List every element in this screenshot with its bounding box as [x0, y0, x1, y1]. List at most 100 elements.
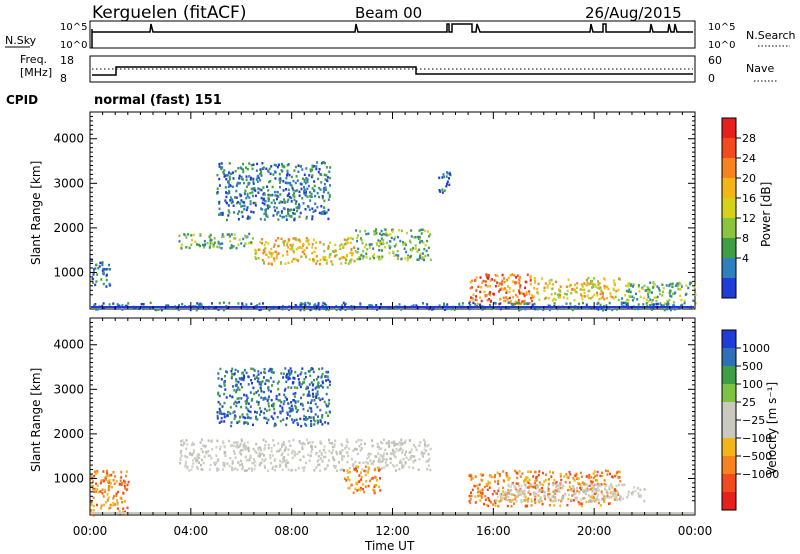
data-cell [323, 258, 326, 262]
data-cell [498, 290, 500, 293]
data-cell [366, 248, 369, 251]
data-cell [323, 173, 326, 177]
data-cell [263, 218, 266, 221]
data-cell [304, 194, 307, 197]
data-cell [218, 177, 221, 181]
data-cell [484, 498, 487, 501]
data-cell [315, 307, 317, 311]
data-cell [597, 484, 600, 487]
data-cell [605, 285, 608, 289]
data-cell [236, 468, 239, 471]
data-cell [242, 374, 245, 377]
data-cell [534, 281, 537, 284]
data-cell [190, 234, 193, 237]
data-cell [665, 307, 668, 311]
data-cell [514, 293, 517, 297]
data-cell [373, 233, 376, 236]
data-cell [288, 214, 291, 218]
data-cell [258, 382, 261, 386]
data-cell [231, 466, 233, 469]
data-cell [666, 303, 669, 306]
data-cell [240, 438, 243, 441]
data-cell [486, 299, 489, 302]
data-cell [285, 188, 287, 191]
data-cell [264, 247, 267, 250]
data-cell [313, 180, 316, 183]
data-cell [568, 285, 571, 288]
data-cell [251, 237, 254, 240]
data-cell [311, 246, 314, 249]
data-cell [305, 217, 308, 220]
data-cell [291, 451, 294, 455]
data-cell [587, 283, 590, 286]
data-cell [318, 397, 321, 400]
data-cell [453, 308, 456, 311]
data-cell [589, 498, 592, 502]
data-cell [267, 242, 270, 245]
data-cell [308, 416, 311, 419]
data-cell [600, 296, 603, 300]
data-cell [662, 287, 665, 290]
data-cell [265, 213, 268, 216]
data-cell [310, 407, 313, 410]
data-cell [294, 400, 297, 403]
data-cell [609, 491, 612, 494]
data-cell [657, 287, 660, 290]
data-cell [504, 287, 507, 290]
data-cell [327, 208, 330, 212]
data-cell [382, 239, 385, 242]
data-cell [296, 422, 299, 425]
data-cell [469, 286, 472, 290]
data-cell [583, 291, 586, 295]
data-cell [676, 284, 679, 288]
data-cell [608, 485, 611, 489]
data-cell [571, 494, 574, 497]
data-cell [427, 453, 430, 456]
data-cell [257, 403, 260, 406]
data-cell [107, 489, 110, 492]
data-cell [290, 196, 293, 200]
data-cell [599, 292, 602, 296]
data-cell [229, 240, 232, 243]
data-cell [354, 487, 357, 491]
data-cell [385, 233, 388, 237]
data-cell [602, 293, 604, 296]
data-cell [378, 485, 381, 489]
data-cell [294, 181, 297, 185]
data-cell [410, 254, 413, 258]
data-cell [258, 308, 261, 312]
data-cell [653, 296, 656, 299]
data-cell [580, 293, 583, 296]
data-cell [264, 407, 267, 411]
data-cell [563, 475, 566, 478]
data-cell [251, 194, 254, 198]
data-cell [216, 467, 219, 470]
data-cell [264, 440, 267, 443]
data-cell [377, 460, 380, 463]
data-cell [604, 488, 607, 491]
velocity-colorbar-label: Velocity [m s⁻¹] [765, 382, 779, 475]
data-cell [612, 494, 615, 497]
data-cell [218, 407, 221, 411]
data-cell [488, 481, 491, 485]
data-cell [138, 307, 141, 310]
data-cell [270, 390, 272, 393]
data-cell [539, 483, 542, 486]
data-cell [218, 184, 221, 187]
data-cell [245, 235, 248, 238]
data-cell [316, 205, 319, 209]
nsky-label: N.Sky [5, 34, 37, 47]
data-cell [536, 287, 539, 291]
data-cell [218, 202, 221, 205]
data-cell [335, 253, 338, 257]
data-cell [413, 455, 416, 458]
data-cell [267, 199, 270, 203]
data-cell [508, 290, 511, 294]
data-cell [223, 464, 226, 467]
data-cell [548, 308, 551, 312]
data-cell [609, 472, 611, 476]
data-cell [316, 419, 319, 422]
data-cell [297, 400, 300, 403]
data-cell [246, 192, 249, 196]
data-cell [283, 443, 286, 447]
